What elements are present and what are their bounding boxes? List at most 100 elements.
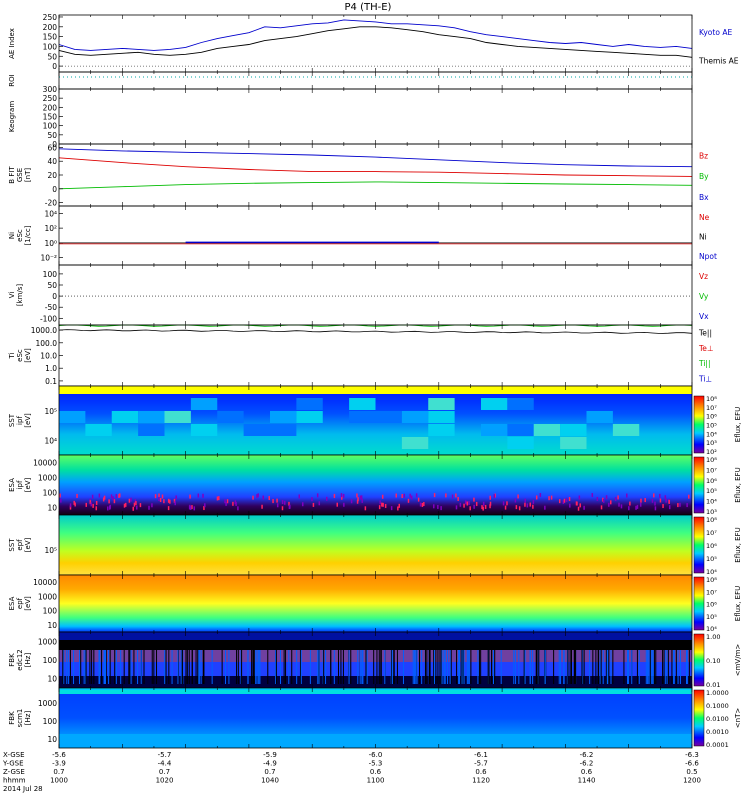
spectrogram-stripe bbox=[424, 650, 426, 684]
spectrogram-speckle bbox=[261, 504, 263, 509]
spectrogram-stripe bbox=[567, 650, 569, 684]
spectrogram-stripe bbox=[402, 650, 404, 684]
colorbar-tick-label: 1.00 bbox=[706, 633, 720, 641]
spectrogram-stripe bbox=[418, 650, 420, 684]
spectrogram-cell bbox=[349, 398, 376, 410]
spectrogram-stripe bbox=[653, 650, 655, 684]
spectrogram-cell bbox=[507, 424, 534, 436]
spectrogram-speckle bbox=[169, 499, 171, 504]
y-tick-label: 0 bbox=[52, 62, 57, 71]
spectrogram-stripe bbox=[228, 650, 230, 684]
spectrogram-stripe bbox=[267, 650, 269, 684]
y-tick-label: 1000 bbox=[38, 699, 57, 708]
legend-entry-temperature: Ti|| bbox=[698, 359, 711, 368]
colorbar-tick-label: 10⁷ bbox=[706, 588, 717, 596]
spectrogram-speckle bbox=[341, 495, 343, 500]
spectrogram-stripe bbox=[99, 650, 101, 684]
x-axis-row-value: -6.2 bbox=[580, 751, 594, 759]
spectrogram-cell bbox=[243, 424, 270, 436]
spectrogram-stripe bbox=[185, 650, 187, 684]
spectrogram-stripe bbox=[384, 650, 386, 684]
spectrogram-stripe bbox=[130, 650, 132, 684]
spectrogram-stripe bbox=[202, 650, 204, 684]
panel-ylabel-sst_i: [eV] bbox=[24, 413, 32, 428]
spectrogram-speckle bbox=[252, 495, 254, 500]
spectrogram-speckle bbox=[568, 497, 571, 502]
series-line-themis-ae bbox=[58, 26, 693, 58]
spectrogram-speckle bbox=[118, 493, 120, 498]
x-axis-row-label: Y-GSE bbox=[2, 760, 24, 768]
x-axis-row-value: 1000 bbox=[50, 777, 68, 785]
spectrogram-speckle bbox=[356, 499, 359, 504]
spectrogram-stripe bbox=[605, 650, 607, 684]
colorbar-tick-label: 10⁷ bbox=[706, 404, 717, 412]
spectrogram-speckle bbox=[651, 498, 654, 503]
spectrogram-stripe bbox=[365, 650, 367, 684]
colorbar-esa_e bbox=[693, 576, 705, 631]
y-tick-label: 10⁻² bbox=[40, 254, 57, 263]
legend-entry-density: Ni bbox=[699, 232, 707, 241]
y-tick-label: 10⁰ bbox=[44, 239, 57, 248]
panel-ylabel-temperature: eSc bbox=[16, 349, 24, 362]
y-tick-label: 100 bbox=[43, 656, 58, 665]
spectrogram-speckle bbox=[664, 495, 667, 500]
spectrogram-stripe bbox=[623, 650, 625, 684]
y-tick-label: -20 bbox=[45, 199, 57, 208]
y-tick-label: 1000 bbox=[38, 474, 57, 483]
panel-ylabel-sst_i: SST bbox=[8, 413, 16, 427]
spectrogram-speckle bbox=[151, 503, 153, 508]
spectrogram-speckle bbox=[108, 499, 110, 504]
panel-ylabel-density: eSc bbox=[16, 229, 24, 242]
y-tick-label: 60 bbox=[47, 143, 57, 152]
spectrogram-speckle bbox=[529, 502, 532, 507]
spectrogram-stripe bbox=[513, 650, 515, 684]
spectrogram-speckle bbox=[130, 497, 132, 502]
spectrogram-stripe bbox=[636, 650, 638, 684]
spectrogram-stripe bbox=[458, 650, 460, 684]
spectrogram-stripe bbox=[323, 650, 325, 684]
x-axis-date: 2014 Jul 28 bbox=[3, 785, 43, 793]
spectrogram-stripe bbox=[435, 650, 437, 684]
panel-ylabel-sst_e: [eV] bbox=[24, 537, 32, 552]
spectrogram-cell bbox=[428, 398, 455, 410]
spectrogram-stripe bbox=[275, 650, 277, 684]
spectrogram-speckle bbox=[563, 498, 566, 503]
panel-ylabel-esa_i: [eV] bbox=[24, 477, 32, 492]
spectrogram-speckle bbox=[473, 497, 475, 502]
spectrogram-speckle bbox=[225, 501, 227, 506]
spectrogram-stripe bbox=[279, 650, 281, 684]
spectrogram-speckle bbox=[517, 494, 519, 499]
colorbar-tick-label: 10⁸ bbox=[706, 395, 717, 403]
spectrogram-stripe bbox=[429, 650, 431, 684]
spectrogram-stripe bbox=[529, 650, 531, 684]
panel-ylabel-sst_i: ipf bbox=[16, 416, 24, 425]
colorbar-tick-label: 10² bbox=[706, 448, 717, 456]
spectrogram-cell bbox=[190, 398, 218, 410]
spectrogram-speckle bbox=[76, 493, 78, 498]
spectrogram-stripe bbox=[318, 650, 320, 684]
spectrogram-stripe bbox=[581, 650, 583, 684]
spectrogram-speckle bbox=[85, 502, 88, 507]
spectrogram-stripe bbox=[667, 650, 669, 684]
spectrogram-speckle bbox=[128, 498, 131, 503]
spectrogram-speckle bbox=[226, 499, 229, 504]
spectrogram-stripe bbox=[467, 650, 469, 684]
spectrogram-stripe bbox=[647, 650, 649, 684]
y-tick-label: 100.0 bbox=[36, 339, 58, 348]
spectrogram-cell bbox=[164, 411, 191, 423]
spectrogram-speckle bbox=[578, 495, 581, 500]
spectrogram-speckle bbox=[191, 505, 193, 510]
panel-frame-keogram bbox=[58, 88, 693, 145]
spectrogram-stripe bbox=[317, 650, 319, 684]
spectrogram-speckle bbox=[535, 495, 538, 500]
spectrogram-stripe bbox=[439, 650, 441, 684]
spectrogram-cell bbox=[560, 424, 587, 436]
spectrogram-stripe bbox=[330, 650, 332, 684]
spectrogram-stripe bbox=[688, 650, 690, 684]
colorbar-tick-label: 0.0010 bbox=[706, 728, 729, 736]
legend-entry-velocity: Vy bbox=[699, 292, 709, 301]
spectrogram-speckle bbox=[455, 505, 458, 510]
spectrogram-speckle bbox=[608, 502, 610, 507]
spectrogram-speckle bbox=[514, 498, 517, 503]
spectrogram-cell bbox=[59, 411, 86, 423]
